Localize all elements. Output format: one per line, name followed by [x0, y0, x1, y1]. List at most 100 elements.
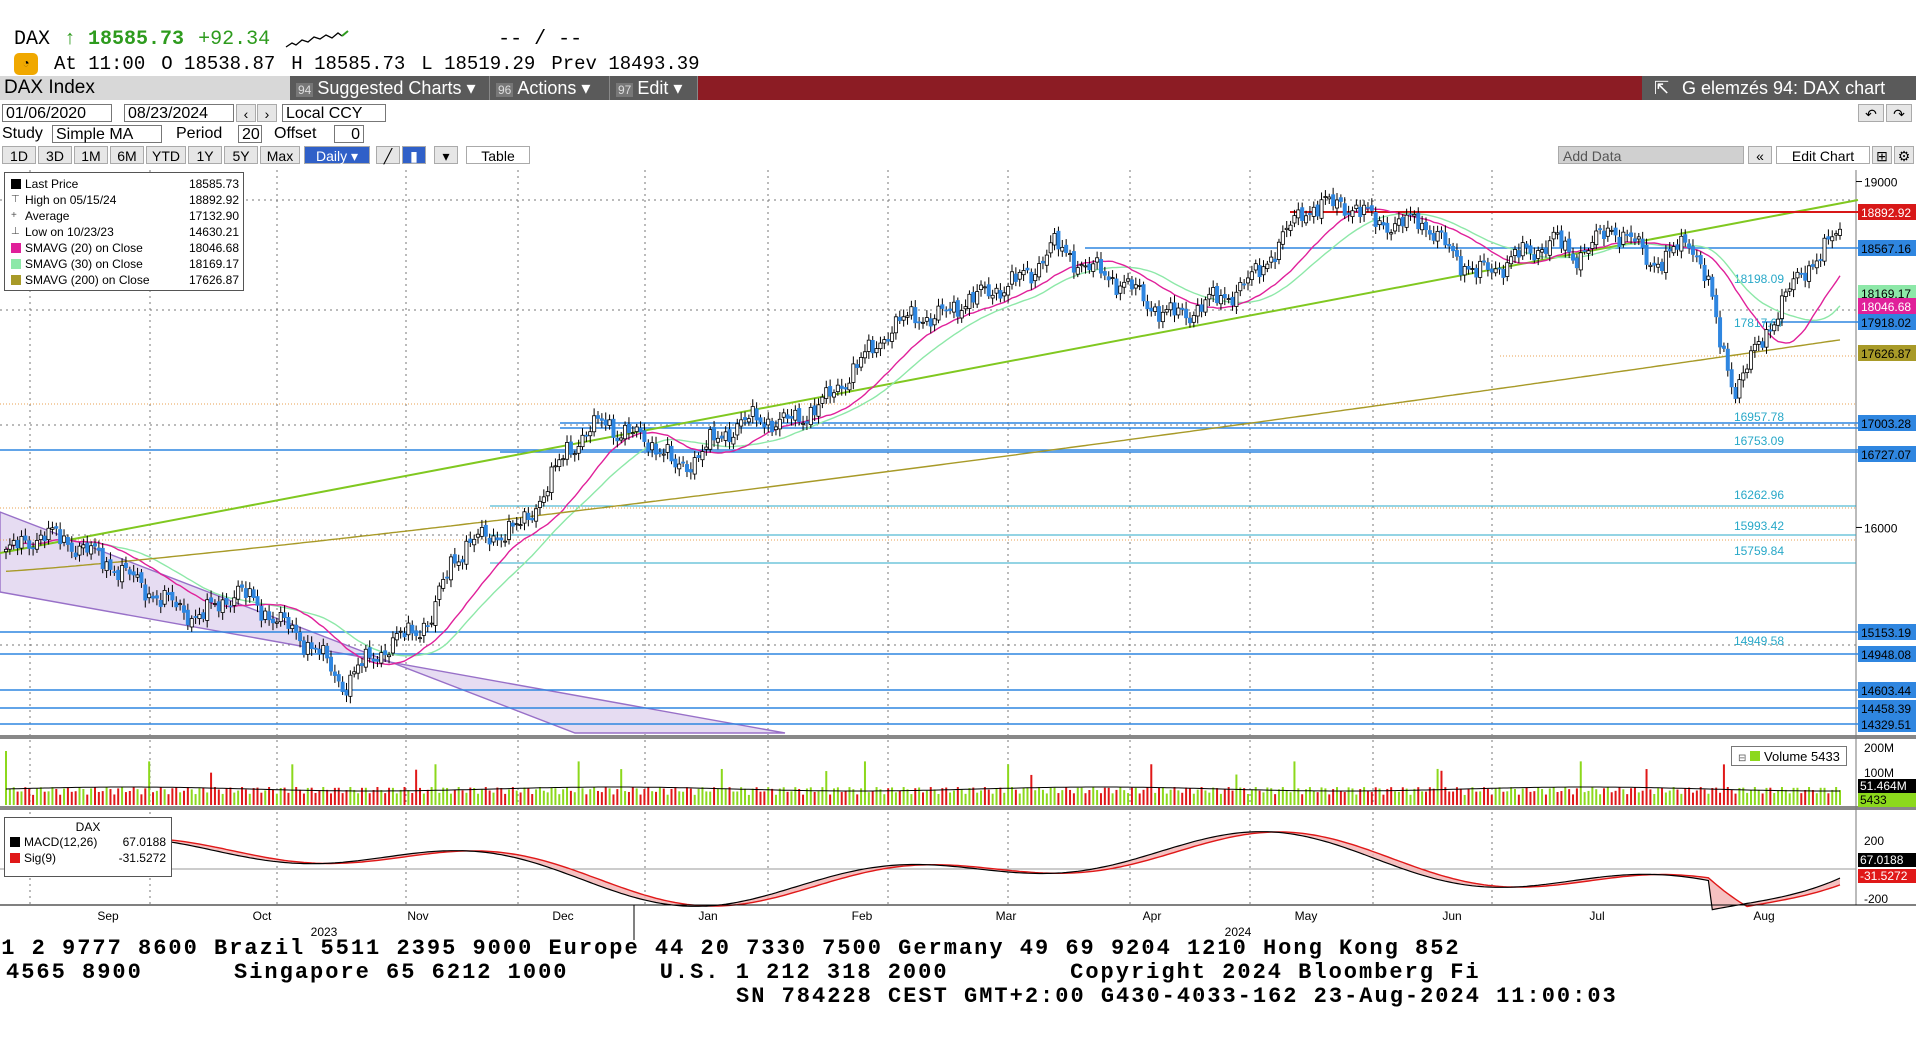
- legend-row[interactable]: SMAVG (30) on Close 18169.17: [11, 256, 239, 272]
- next-period-button[interactable]: ›: [257, 104, 277, 122]
- chart-type-dropdown-icon[interactable]: ▾: [434, 146, 458, 164]
- candle-body: [1118, 285, 1123, 294]
- candle-body: [170, 591, 175, 601]
- volume-bar: [1645, 769, 1648, 805]
- price-legend[interactable]: Last Price 18585.73 ⊤ High on 05/15/24 18892…: [4, 172, 244, 291]
- candle-body: [336, 674, 341, 682]
- volume-bar: [1525, 787, 1528, 805]
- line-chart-icon[interactable]: ╱: [376, 146, 400, 164]
- table-button[interactable]: Table: [466, 146, 530, 164]
- volume-bar: [1827, 793, 1830, 805]
- candle-body: [1466, 265, 1471, 270]
- candle-body: [1586, 250, 1591, 254]
- add-data-input[interactable]: Add Data: [1558, 146, 1744, 164]
- candle-body: [437, 585, 442, 600]
- volume-bar: [295, 787, 298, 805]
- start-date-field[interactable]: 01/06/2020: [2, 104, 112, 122]
- volume-bar: [271, 789, 274, 805]
- candle-body: [874, 348, 879, 354]
- volume-bar: [1243, 788, 1246, 805]
- period-field[interactable]: 20: [238, 125, 262, 143]
- range-6m[interactable]: 6M: [110, 146, 144, 164]
- range-5y[interactable]: 5Y: [224, 146, 258, 164]
- candle-body: [1033, 274, 1038, 282]
- volume-bar: [368, 793, 371, 805]
- volume-legend[interactable]: ⊟ Volume 5433: [1731, 746, 1847, 766]
- volume-bar: [732, 791, 735, 805]
- volume-bar: [488, 790, 491, 805]
- volume-tag: [1858, 779, 1916, 793]
- candle-body: [1706, 275, 1711, 280]
- legend-row[interactable]: Last Price 18585.73: [11, 176, 239, 192]
- range-3d[interactable]: 3D: [38, 146, 72, 164]
- volume-bar: [840, 792, 843, 805]
- volume-bar: [1088, 790, 1091, 805]
- legend-row[interactable]: + Average 17132.90: [11, 208, 239, 224]
- range-ytd[interactable]: YTD: [146, 146, 186, 164]
- volume-bar: [434, 764, 437, 805]
- candle-body: [1791, 278, 1796, 291]
- offset-field[interactable]: 0: [334, 125, 364, 143]
- candle-body: [1485, 262, 1490, 270]
- legend-row[interactable]: ⊤ High on 05/15/24 18892.92: [11, 192, 239, 208]
- frequency-select[interactable]: Daily ▾: [304, 146, 370, 164]
- candle-body: [483, 524, 488, 537]
- end-date-field[interactable]: 08/23/2024: [124, 104, 234, 122]
- volume-bar: [968, 788, 971, 805]
- candle-body: [650, 442, 655, 451]
- volume-bar: [357, 793, 360, 805]
- legend-row[interactable]: SMAVG (200) on Close 17626.87: [11, 272, 239, 288]
- candle-body: [85, 542, 90, 553]
- macd-legend[interactable]: DAX MACD(12,26) 67.0188 Sig(9) -31.5272: [4, 817, 172, 877]
- candle-body: [418, 637, 423, 640]
- volume-bar: [128, 790, 131, 805]
- candle-body: [1307, 213, 1312, 215]
- candle-body: [1725, 348, 1730, 371]
- volume-bar: [86, 794, 89, 805]
- candle-body: [1160, 311, 1165, 323]
- prev-period-button[interactable]: ‹: [236, 104, 256, 122]
- edit-chart-button[interactable]: Edit Chart: [1776, 146, 1870, 164]
- gear-icon[interactable]: ⚙: [1894, 146, 1914, 164]
- candle-body: [1764, 329, 1769, 348]
- candle-body: [1710, 276, 1715, 297]
- security-field[interactable]: DAX Index: [0, 76, 290, 100]
- range-max[interactable]: Max: [260, 146, 300, 164]
- range-1d[interactable]: 1D: [2, 146, 36, 164]
- candle-body: [878, 342, 883, 350]
- redo-icon[interactable]: ↷: [1886, 104, 1912, 122]
- actions-button[interactable]: 96 Actions ▾: [490, 76, 610, 100]
- candle-body: [398, 630, 403, 633]
- currency-select[interactable]: Local CCY: [282, 104, 386, 122]
- speed-icon[interactable]: ◔: [14, 53, 38, 75]
- undo-icon[interactable]: ↶: [1858, 104, 1884, 122]
- candle-body: [1799, 272, 1804, 275]
- candle-chart-icon[interactable]: ▮: [402, 146, 426, 164]
- volume-bar: [330, 793, 333, 805]
- legend-row[interactable]: SMAVG (20) on Close 18046.68: [11, 240, 239, 256]
- candle-body: [1551, 231, 1556, 240]
- volume-bar: [1726, 787, 1729, 805]
- edit-button[interactable]: 97 Edit ▾: [610, 76, 698, 100]
- collapse-icon[interactable]: «: [1748, 146, 1772, 164]
- volume-bar: [682, 791, 685, 805]
- legend-row[interactable]: ⊥ Low on 10/23/23 14630.21: [11, 224, 239, 240]
- volume-bar: [376, 787, 379, 805]
- range-1m[interactable]: 1M: [74, 146, 108, 164]
- chart-settings-icon[interactable]: ⊞: [1872, 146, 1892, 164]
- range-1y[interactable]: 1Y: [188, 146, 222, 164]
- suggested-charts-button[interactable]: 94 Suggested Charts ▾: [290, 76, 490, 100]
- ticker-symbol[interactable]: DAX: [14, 27, 51, 51]
- volume-bar: [1045, 793, 1048, 805]
- offset-label: Offset: [274, 125, 317, 142]
- candle-body: [267, 611, 272, 621]
- chart-title[interactable]: ⇱ G elemzés 94: DAX chart: [1642, 76, 1916, 100]
- candle-body: [696, 455, 701, 458]
- price-tag: [1858, 345, 1916, 361]
- external-link-icon[interactable]: ⇱: [1654, 78, 1670, 98]
- volume-bar: [798, 788, 801, 805]
- study-select[interactable]: Simple MA: [52, 125, 162, 143]
- volume-bar: [983, 787, 986, 805]
- candle-body: [1807, 265, 1812, 282]
